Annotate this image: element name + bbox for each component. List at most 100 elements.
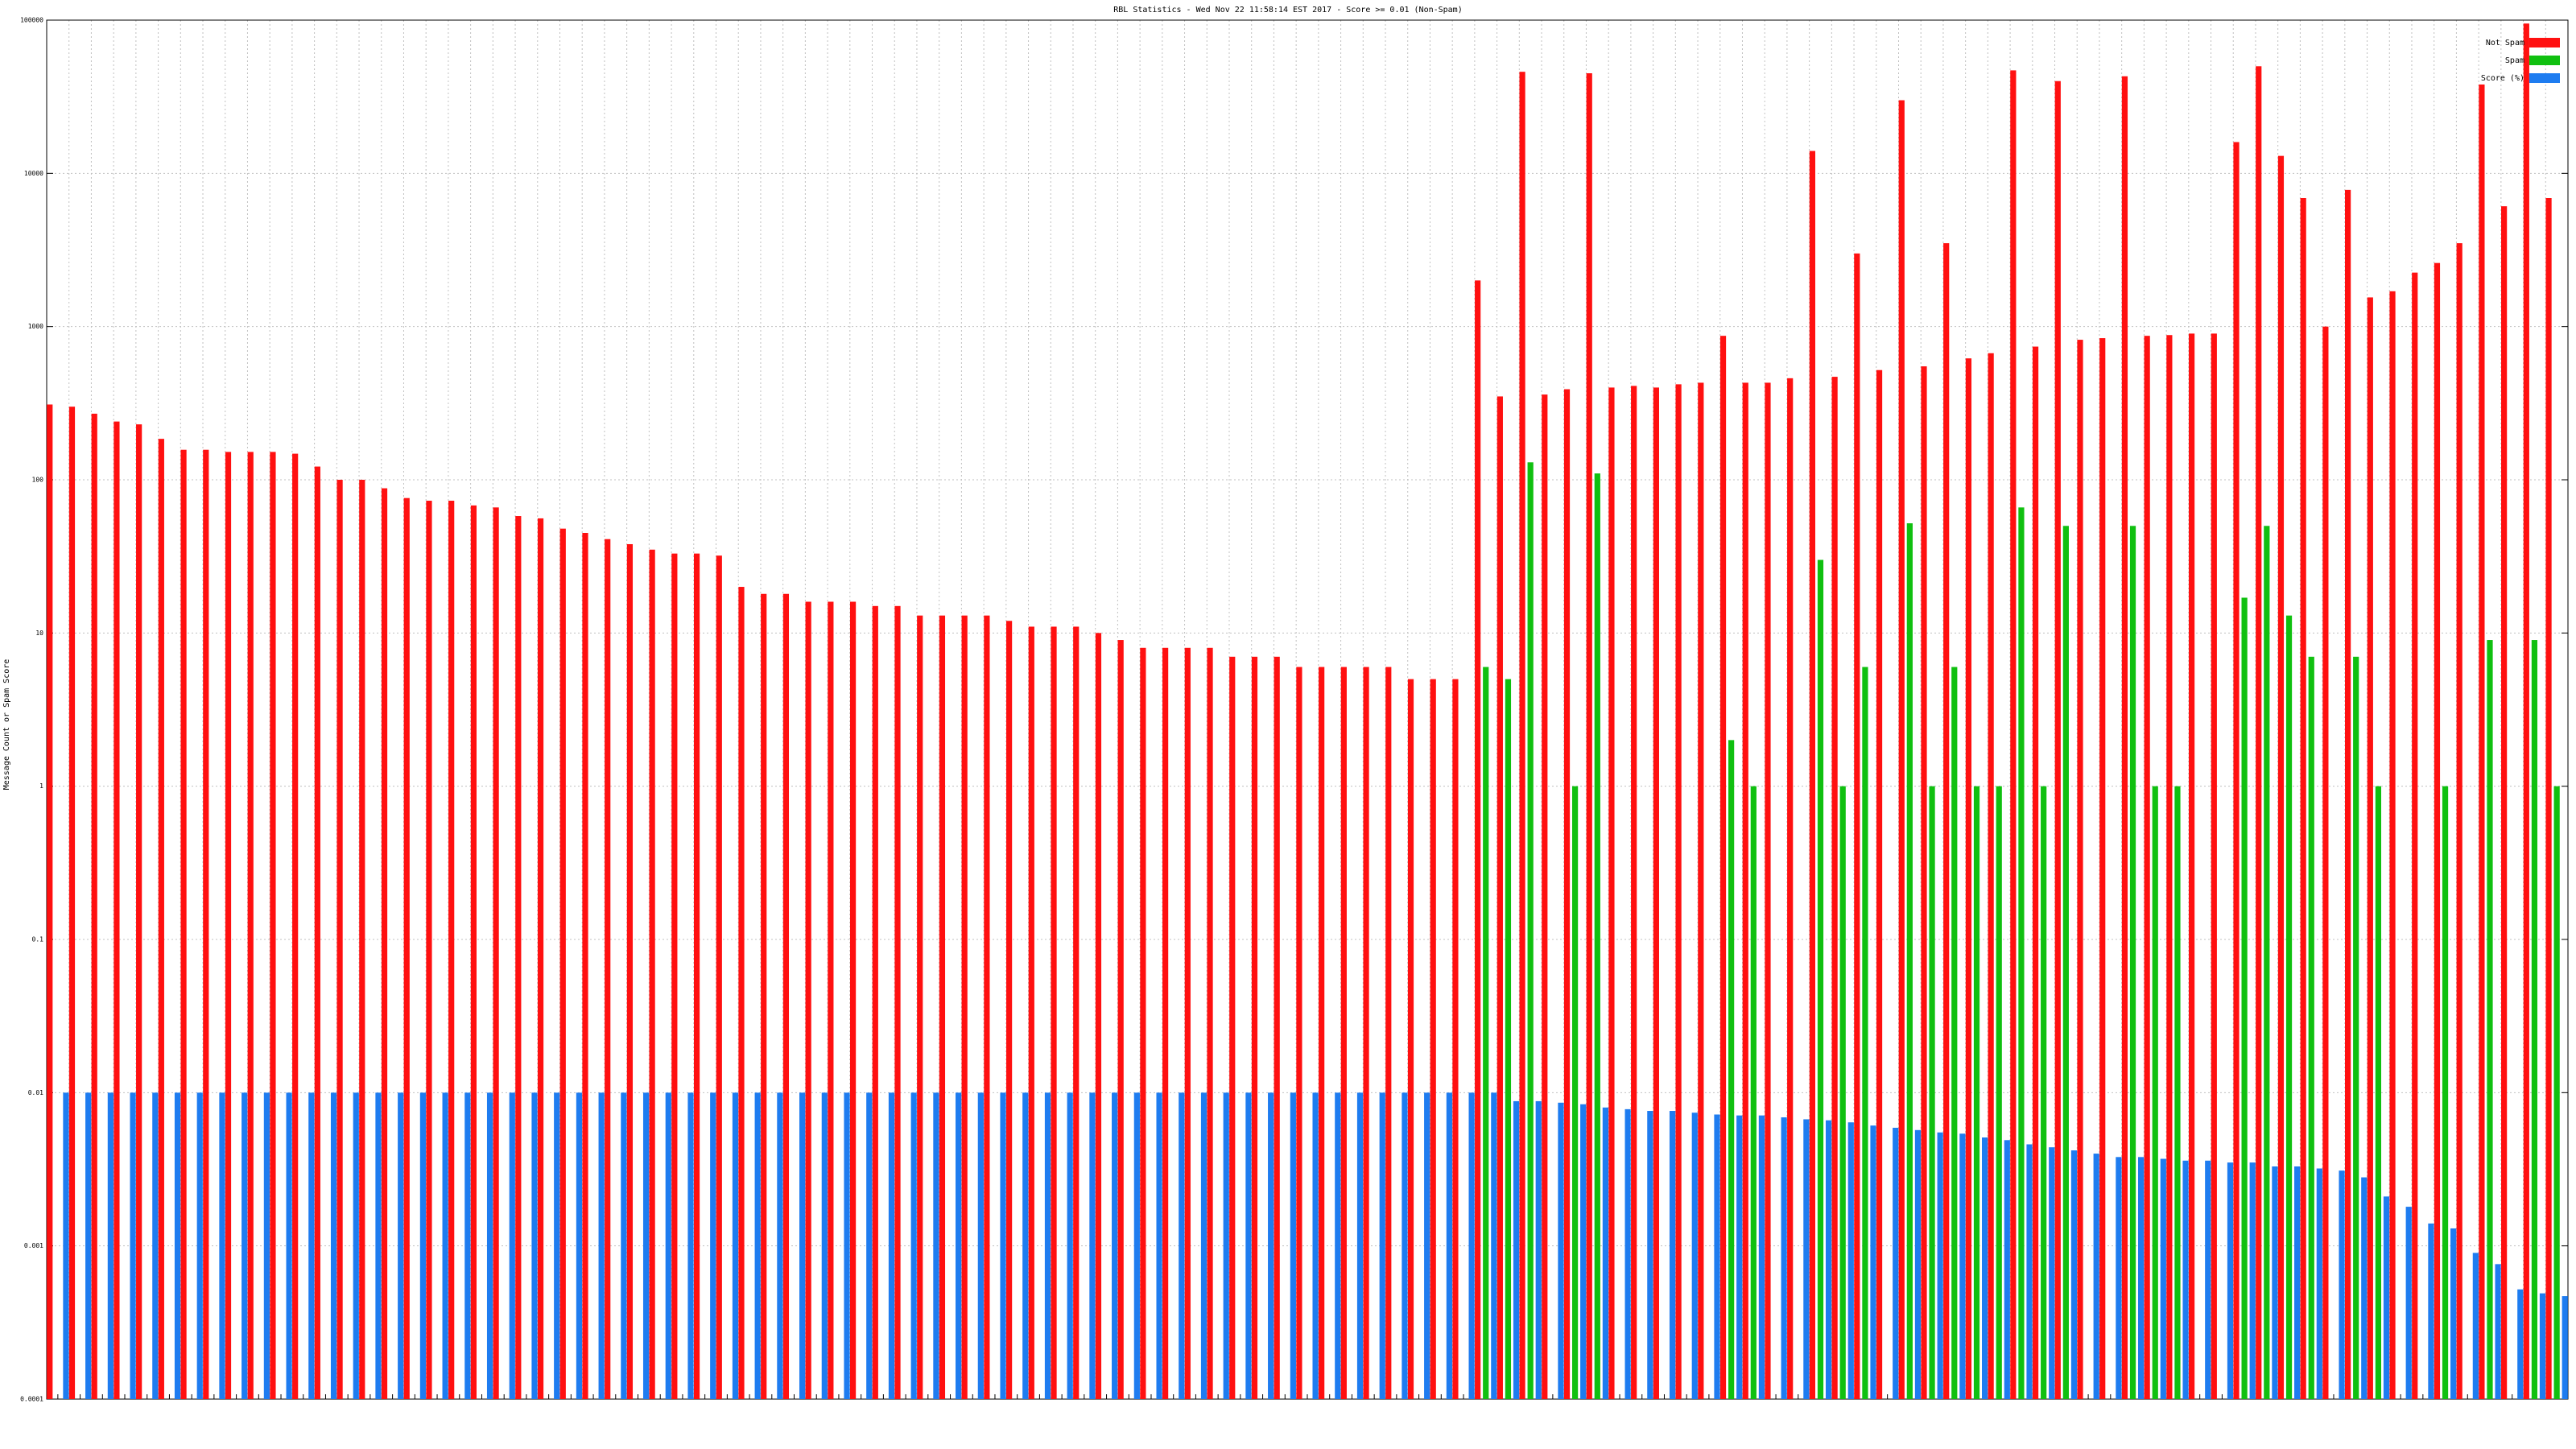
bar: [1876, 369, 1883, 1399]
legend-label: Not Spam: [2486, 39, 2524, 47]
bar: [403, 497, 410, 1400]
bar: [554, 1092, 560, 1399]
bar: [2188, 333, 2195, 1399]
bar: [2062, 526, 2069, 1399]
bar: [872, 605, 878, 1399]
y-axis-label: Message Count or Spam Score: [2, 659, 11, 791]
bar: [1943, 243, 1950, 1399]
bar: [1000, 1092, 1006, 1399]
bar: [1602, 1107, 1609, 1399]
bar: [2272, 1166, 2278, 1399]
bar: [2070, 1150, 2078, 1399]
bar: [626, 543, 634, 1399]
bar: [2487, 640, 2493, 1399]
bar: [1051, 626, 1057, 1399]
bar: [1519, 72, 1525, 1399]
bar: [180, 449, 187, 1399]
bar: [693, 553, 700, 1399]
bar: [2389, 291, 2396, 1399]
bar: [1296, 667, 1302, 1399]
bar: [1580, 1104, 1587, 1399]
bar: [225, 452, 232, 1399]
legend-label: Score (%): [2481, 74, 2524, 83]
bar: [2152, 786, 2158, 1399]
bar: [1385, 667, 1392, 1399]
bar: [2099, 338, 2106, 1399]
bar: [1319, 667, 1325, 1399]
bar: [844, 1092, 850, 1399]
bar: [130, 1092, 136, 1399]
bar: [977, 1092, 984, 1399]
bar: [1207, 647, 1213, 1399]
bar: [336, 480, 343, 1399]
bar: [426, 501, 432, 1400]
bar: [196, 1092, 203, 1399]
bar: [716, 555, 722, 1399]
bar: [866, 1092, 873, 1399]
bar: [1424, 1092, 1430, 1399]
bar: [799, 1092, 806, 1399]
bar: [2018, 507, 2025, 1399]
bar: [308, 1092, 315, 1399]
y-tick-label: 0.0001: [20, 1396, 43, 1403]
bar: [2256, 66, 2262, 1400]
bar: [1914, 1129, 1922, 1399]
bar: [2032, 346, 2039, 1399]
bar: [2383, 1196, 2390, 1399]
bar: [203, 449, 209, 1399]
bar: [1527, 462, 1534, 1400]
bar: [2182, 1160, 2189, 1399]
bar: [1446, 1092, 1452, 1399]
bar: [63, 1092, 69, 1399]
bar: [1854, 253, 1860, 1399]
bar: [1691, 1113, 1698, 1399]
bar: [1223, 1092, 1229, 1399]
bar: [263, 1092, 270, 1399]
bar: [933, 1092, 939, 1399]
bar: [219, 1092, 225, 1399]
bar: [605, 539, 611, 1399]
bar: [910, 1092, 917, 1399]
bar: [917, 615, 923, 1399]
bar: [2116, 1157, 2122, 1399]
bar: [1825, 1120, 1832, 1399]
bar: [1274, 656, 1280, 1399]
bar: [1750, 786, 1757, 1399]
bar: [1229, 656, 1236, 1399]
bar: [1937, 1132, 1943, 1399]
bar: [2501, 206, 2508, 1399]
bar: [2010, 70, 2017, 1400]
bar: [1290, 1092, 1296, 1399]
bar: [1728, 740, 1735, 1399]
bar: [1491, 1092, 1497, 1399]
bar: [442, 1092, 448, 1399]
bar: [531, 1092, 538, 1399]
bar: [2308, 656, 2314, 1399]
bar: [2562, 1296, 2568, 1399]
bar: [359, 480, 365, 1399]
bar: [419, 1092, 427, 1399]
bar: [2041, 786, 2047, 1399]
bar: [782, 593, 790, 1399]
bar: [1996, 786, 2002, 1399]
bar: [738, 587, 745, 1399]
bar: [2233, 142, 2240, 1399]
bar: [1483, 667, 1489, 1399]
bar: [1005, 621, 1013, 1399]
bar: [1363, 667, 1369, 1399]
bar: [1973, 786, 1980, 1399]
bar: [1162, 647, 1169, 1399]
bar: [2545, 198, 2552, 1399]
bar: [2093, 1154, 2099, 1399]
bar: [1653, 387, 1659, 1399]
bar: [1571, 786, 1579, 1399]
bar: [2531, 640, 2538, 1399]
bar: [381, 488, 388, 1399]
bar: [1535, 1100, 1542, 1399]
bar: [464, 1092, 471, 1399]
bar: [2166, 335, 2173, 1400]
bar: [2405, 1207, 2412, 1399]
bar: [732, 1092, 739, 1399]
y-tick-label: 0.1: [32, 936, 44, 943]
